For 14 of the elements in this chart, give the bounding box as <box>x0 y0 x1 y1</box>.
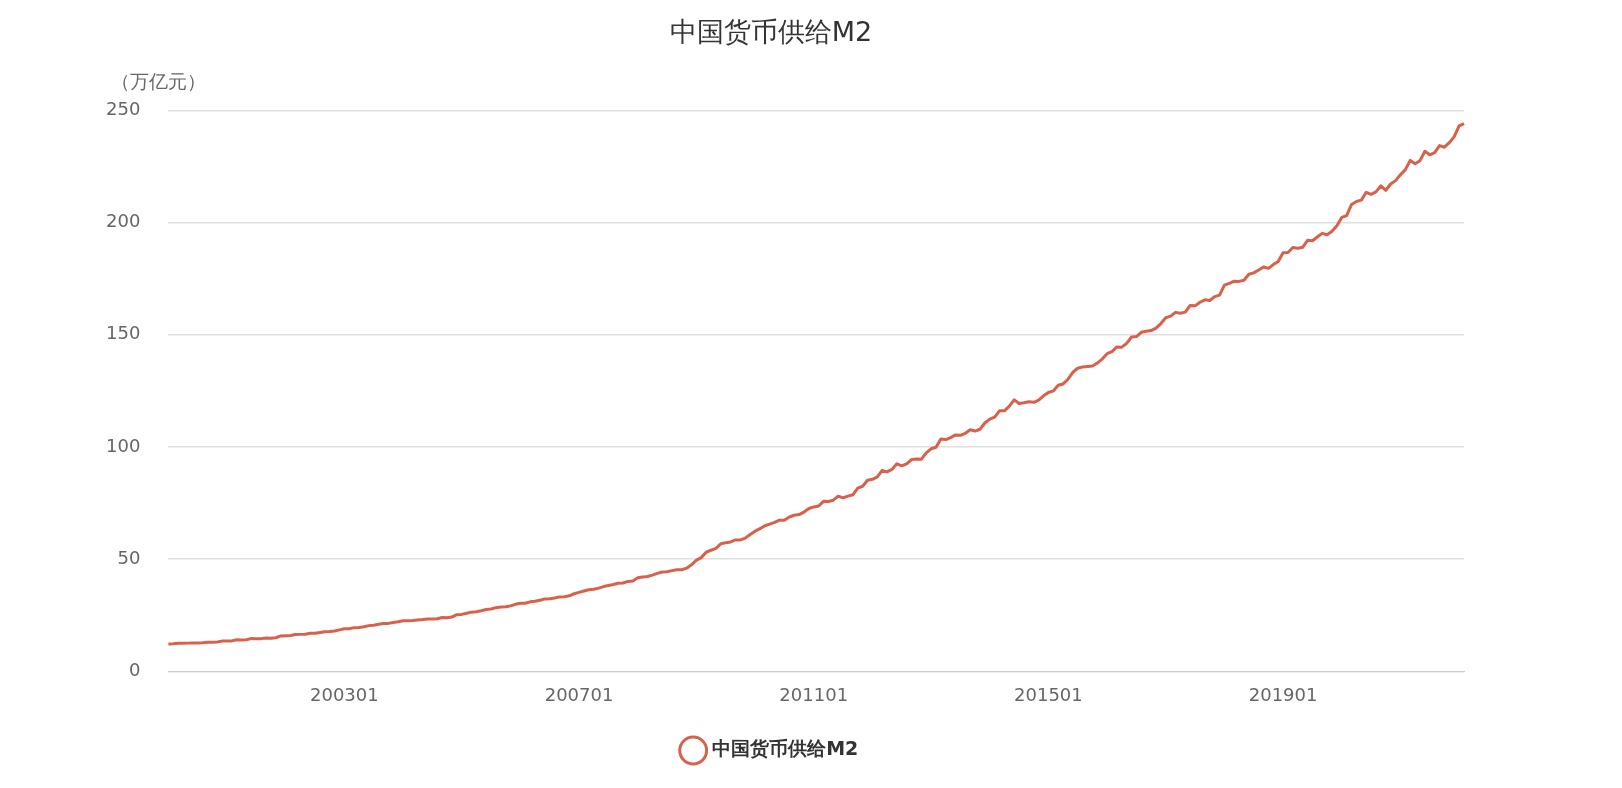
x-tick-label: 200301 <box>310 683 379 705</box>
legend-label: 中国货币供给M2 <box>712 737 859 760</box>
y-tick-label: 250 <box>106 98 141 120</box>
x-tick-label: 201901 <box>1248 683 1318 705</box>
y-tick-label: 200 <box>106 210 141 232</box>
y-axis-title: （万亿元） <box>110 69 206 92</box>
y-tick-label: 150 <box>106 322 141 344</box>
x-tick-label: 200701 <box>544 683 614 705</box>
y-tick-label: 0 <box>128 659 141 681</box>
chart-title: 中国货币供给M2 <box>669 16 873 48</box>
x-tick-label: 201501 <box>1014 683 1083 705</box>
x-tick-label: 201101 <box>779 683 849 705</box>
y-tick-label: 50 <box>117 546 141 568</box>
y-tick-label: 100 <box>106 434 141 456</box>
